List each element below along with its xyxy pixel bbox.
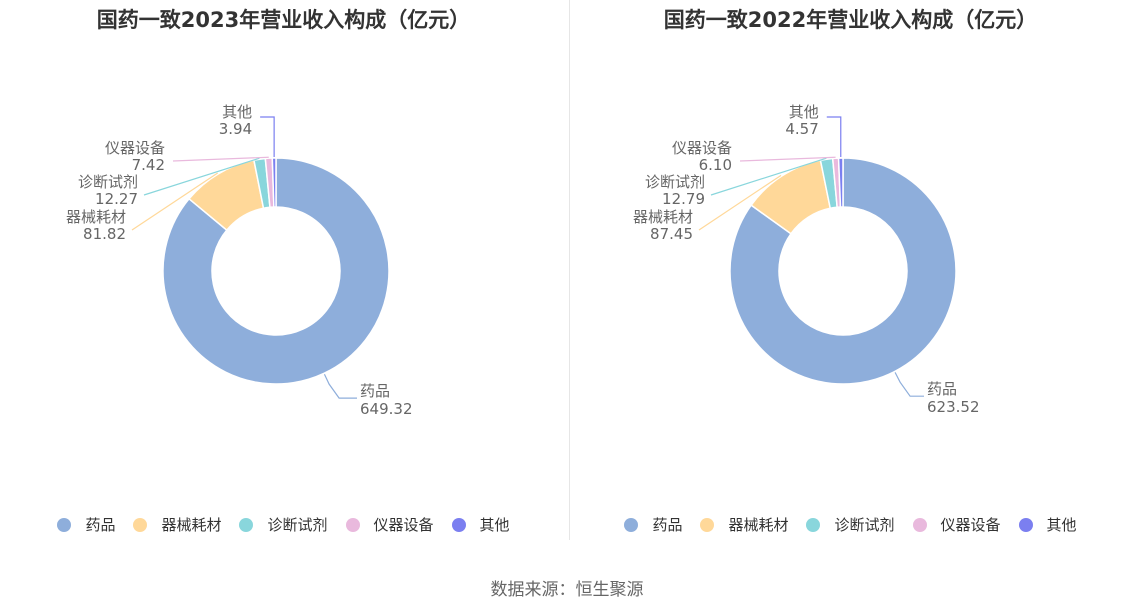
legend-item-reagents[interactable]: 诊断试剂 bbox=[806, 514, 895, 535]
data-source: 数据来源：恒生聚源 bbox=[490, 580, 644, 600]
label-line-consumables bbox=[131, 172, 218, 231]
panel-divider bbox=[569, 0, 570, 540]
legend-item-consumables[interactable]: 器械耗材 bbox=[133, 514, 221, 535]
legend-swatch bbox=[912, 517, 927, 532]
legend-swatch bbox=[700, 517, 715, 532]
label-line-consumables bbox=[698, 174, 782, 231]
slice-label-value: 6.10 bbox=[699, 156, 732, 174]
legend-swatch bbox=[1018, 517, 1033, 532]
slice-drugs[interactable] bbox=[729, 157, 957, 385]
slice-label-value: 12.79 bbox=[662, 190, 705, 208]
legend-item-consumables[interactable]: 器械耗材 bbox=[700, 514, 788, 535]
legend-item-other[interactable]: 其他 bbox=[1018, 514, 1077, 535]
slice-label-name: 仪器设备 bbox=[105, 139, 165, 157]
label-line-other bbox=[826, 116, 842, 158]
legend-label: 其他 bbox=[479, 516, 510, 534]
slice-label-value: 3.94 bbox=[219, 120, 252, 138]
slice-label-value: 4.57 bbox=[785, 120, 818, 138]
slice-drugs[interactable] bbox=[162, 157, 390, 385]
label-line-instruments bbox=[739, 156, 836, 162]
slice-label-value: 87.45 bbox=[650, 225, 693, 243]
slice-label-name: 器械耗材 bbox=[66, 208, 126, 226]
legend-label: 器械耗材 bbox=[728, 516, 789, 534]
legend-swatch bbox=[451, 517, 466, 532]
legend-swatch bbox=[239, 517, 254, 532]
chart-panel-2022: 国药一致2022年营业收入构成（亿元） 药品 623.52 器械耗材 87.45 诊断试… bbox=[567, 0, 1134, 560]
legend-label: 仪器设备 bbox=[373, 516, 434, 534]
slice-label-name: 其他 bbox=[789, 103, 819, 121]
chart-legend: 药品 器械耗材 诊断试剂 仪器设备 其他 bbox=[0, 514, 567, 535]
legend-label: 仪器设备 bbox=[940, 516, 1001, 534]
chart-panel-2023: 国药一致2023年营业收入构成（亿元） 药品 649.32 器械耗材 81.82 诊断试… bbox=[0, 0, 567, 560]
chart-title: 国药一致2022年营业收入构成（亿元） bbox=[663, 8, 1038, 32]
legend-label: 诊断试剂 bbox=[834, 516, 895, 534]
slice-label-name: 诊断试剂 bbox=[78, 173, 138, 191]
slice-label-value: 12.27 bbox=[95, 190, 138, 208]
label-line-other bbox=[260, 116, 275, 158]
slice-label-value: 81.82 bbox=[83, 225, 126, 243]
slice-label-name: 器械耗材 bbox=[633, 208, 693, 226]
legend-label: 药品 bbox=[652, 516, 683, 534]
label-line-reagents bbox=[143, 157, 260, 196]
slice-label-value: 7.42 bbox=[132, 156, 165, 174]
slice-label-value: 649.32 bbox=[360, 400, 413, 418]
legend-item-drugs[interactable]: 药品 bbox=[57, 514, 115, 535]
legend-swatch bbox=[624, 517, 639, 532]
slice-label-name: 仪器设备 bbox=[672, 139, 732, 157]
slice-label-value: 623.52 bbox=[927, 398, 980, 416]
chart-title: 国药一致2023年营业收入构成（亿元） bbox=[96, 8, 471, 32]
legend-swatch bbox=[806, 517, 821, 532]
slice-other[interactable] bbox=[271, 157, 277, 208]
legend-swatch bbox=[133, 517, 148, 532]
slice-other[interactable] bbox=[837, 157, 844, 208]
legend-item-reagents[interactable]: 诊断试剂 bbox=[239, 514, 328, 535]
legend-label: 器械耗材 bbox=[161, 516, 222, 534]
chart-legend: 药品 器械耗材 诊断试剂 仪器设备 其他 bbox=[567, 514, 1134, 535]
legend-item-drugs[interactable]: 药品 bbox=[624, 514, 682, 535]
label-line-drugs bbox=[323, 373, 357, 399]
label-line-instruments bbox=[172, 156, 269, 162]
label-line-drugs bbox=[894, 372, 924, 397]
legend-item-instruments[interactable]: 仪器设备 bbox=[345, 514, 434, 535]
legend-label: 其他 bbox=[1046, 516, 1077, 534]
legend-label: 诊断试剂 bbox=[267, 516, 328, 534]
legend-item-instruments[interactable]: 仪器设备 bbox=[912, 514, 1001, 535]
legend-item-other[interactable]: 其他 bbox=[451, 514, 510, 535]
legend-swatch bbox=[57, 517, 72, 532]
label-line-reagents bbox=[710, 157, 827, 196]
legend-swatch bbox=[345, 517, 360, 532]
legend-label: 药品 bbox=[85, 516, 116, 534]
slice-label-name: 诊断试剂 bbox=[645, 173, 705, 191]
slice-label-name: 药品 bbox=[927, 380, 957, 398]
slice-label-name: 药品 bbox=[360, 382, 390, 400]
slice-label-name: 其他 bbox=[222, 103, 252, 121]
